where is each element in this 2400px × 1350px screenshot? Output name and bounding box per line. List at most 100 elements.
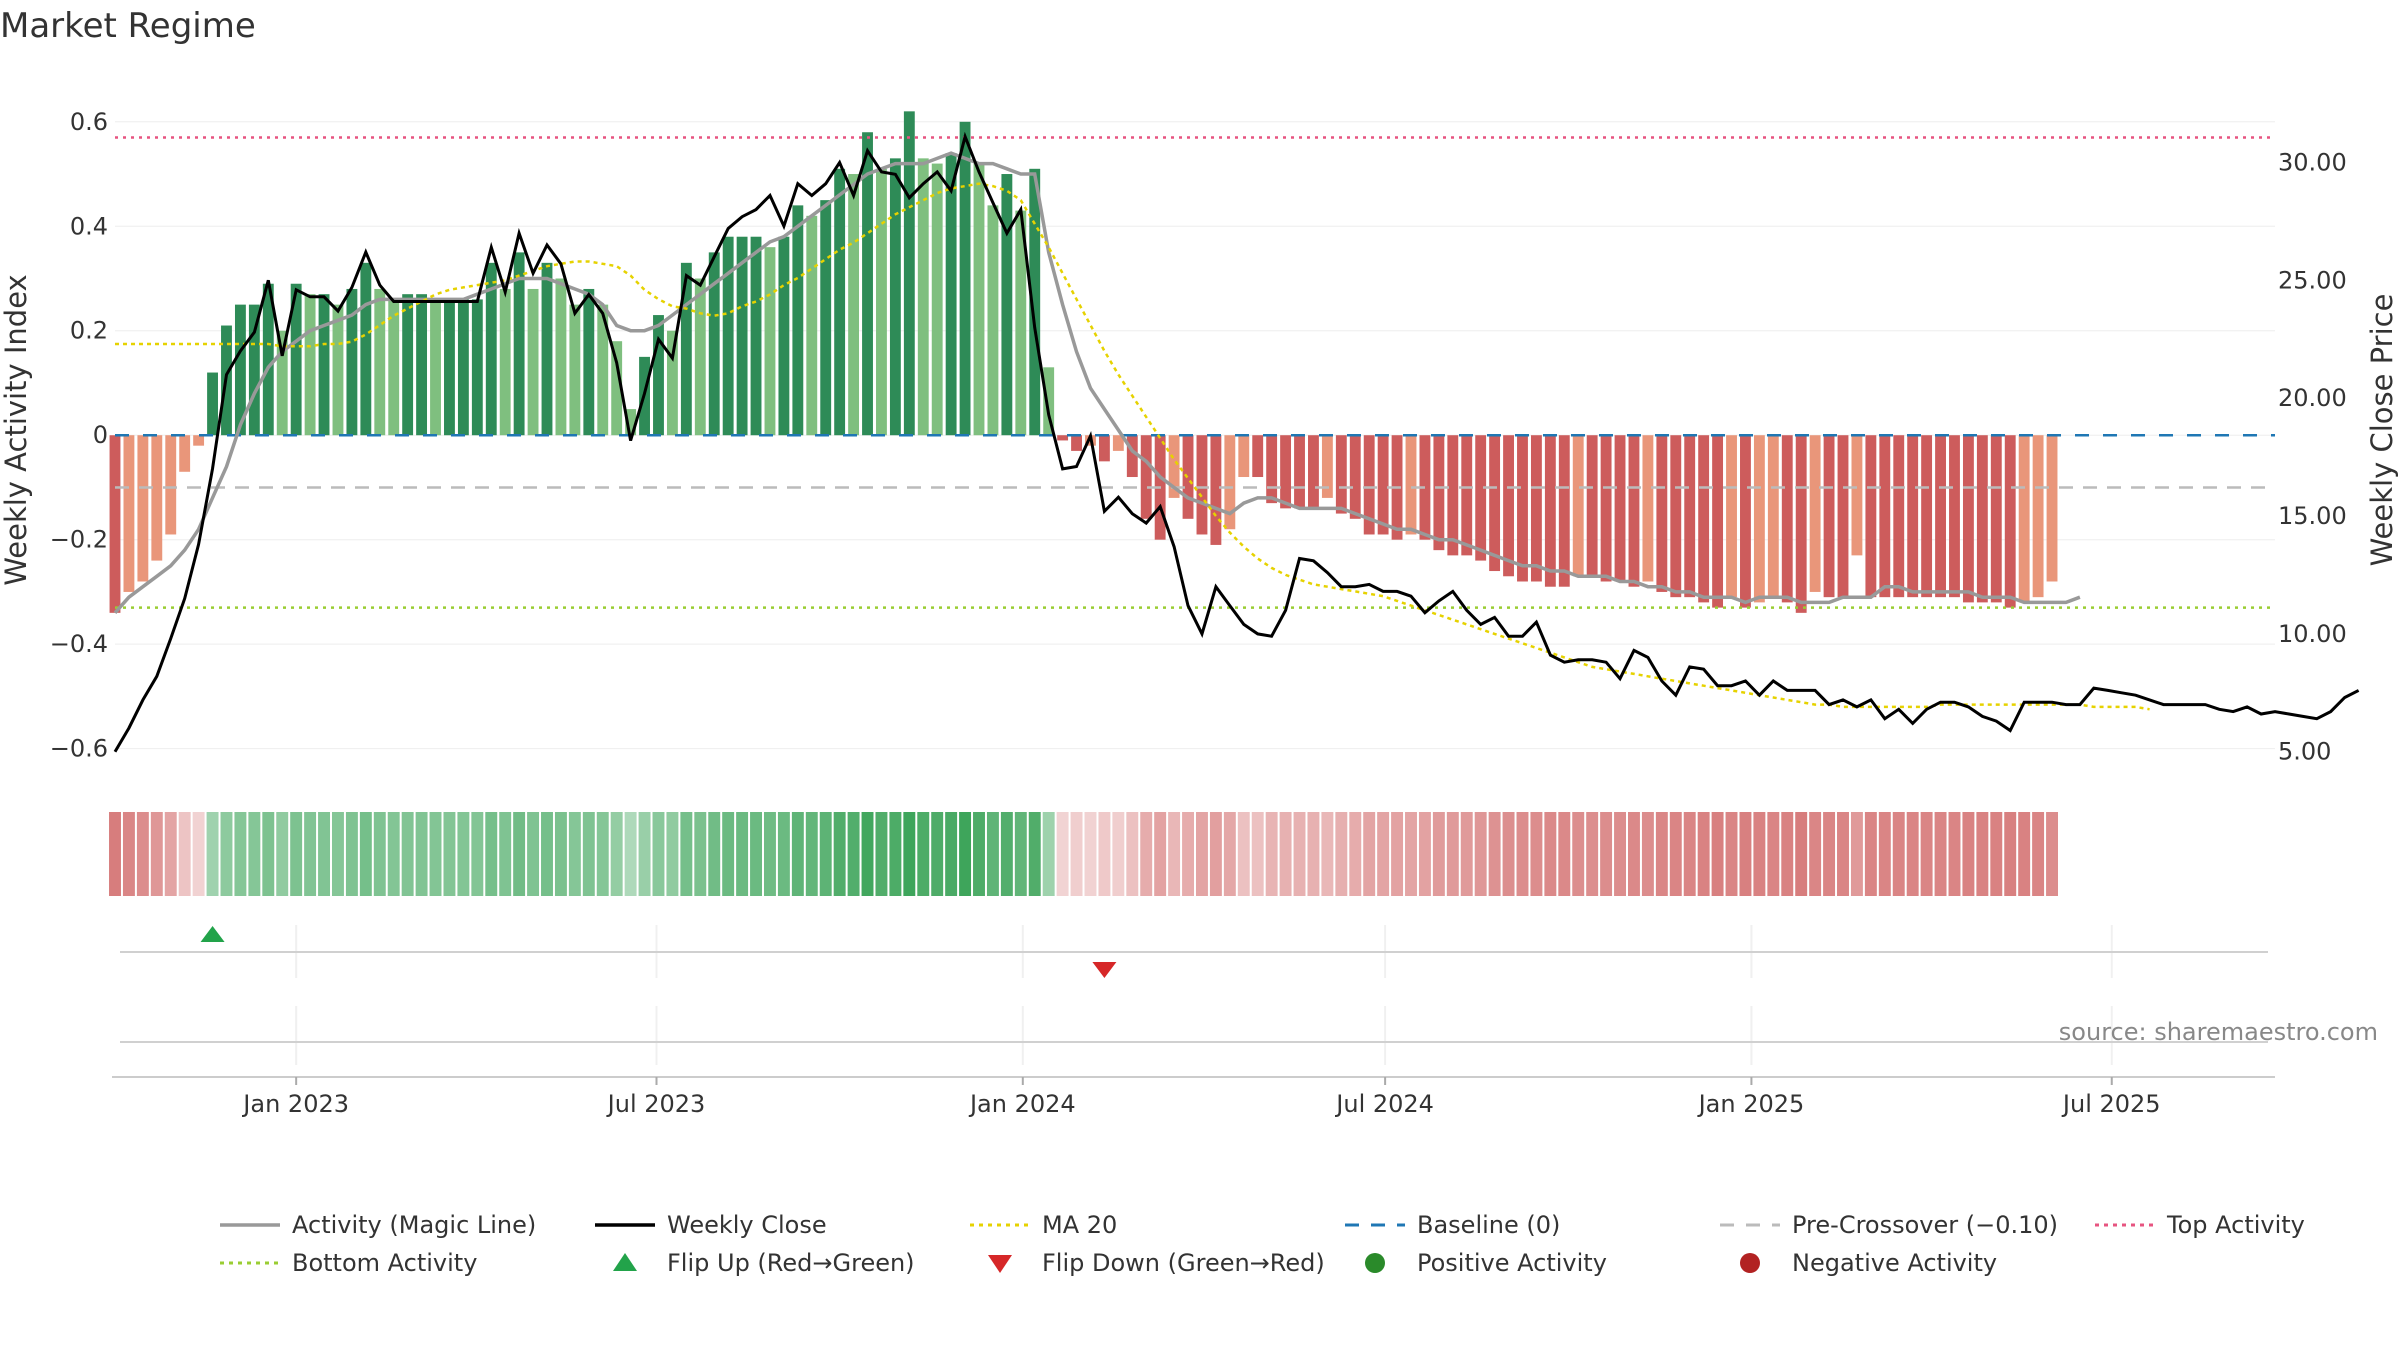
regime-strip-cell: [1488, 812, 1501, 896]
activity-bar: [513, 252, 525, 436]
activity-bar: [555, 278, 567, 436]
activity-bar: [1168, 435, 1180, 498]
activity-bar: [917, 158, 929, 436]
legend-triangle-up-icon: [613, 1253, 637, 1271]
activity-bar: [1433, 435, 1445, 551]
regime-strip-cell: [1446, 812, 1459, 896]
y-tick-label: 0.2: [70, 317, 108, 345]
regime-strip-cell: [359, 812, 372, 896]
activity-bar: [290, 283, 302, 436]
activity-bar: [722, 236, 734, 436]
activity-bar: [583, 288, 595, 436]
regime-strip-cell: [1168, 812, 1181, 896]
legend-label: Negative Activity: [1792, 1249, 1997, 1277]
activity-bar: [1349, 435, 1361, 519]
activity-bar: [1753, 435, 1765, 603]
regime-strip-cell: [1767, 812, 1780, 896]
regime-strip-cell: [1544, 812, 1557, 896]
activity-bar: [820, 200, 832, 436]
activity-bar: [2032, 435, 2044, 598]
activity-bar: [1098, 435, 1110, 462]
x-tick-label: Jan 2023: [241, 1090, 349, 1118]
activity-bar: [1015, 210, 1027, 436]
y-tick-label: 0.4: [70, 212, 108, 240]
activity-bar: [1837, 435, 1849, 598]
regime-strip-cell: [1906, 812, 1919, 896]
activity-bar: [1698, 435, 1710, 603]
activity-bar: [1363, 435, 1375, 535]
legend-label: MA 20: [1042, 1211, 1117, 1239]
activity-bar: [1530, 435, 1542, 582]
activity-bar: [2046, 435, 2058, 582]
y-tick-label: −0.4: [50, 630, 108, 658]
activity-bar: [597, 304, 609, 436]
activity-bar: [862, 132, 873, 436]
activity-bar: [1712, 435, 1724, 608]
regime-strip-cell: [2004, 812, 2017, 896]
activity-bar: [959, 121, 971, 436]
regime-strip-cell: [1363, 812, 1376, 896]
regime-strip-cell: [1223, 812, 1236, 896]
flip-down-marker: [1092, 962, 1117, 978]
regime-strip-cell: [318, 812, 330, 896]
activity-bar: [1210, 435, 1222, 545]
regime-strip-cell: [1098, 812, 1111, 896]
regime-strip-cell: [596, 812, 609, 896]
regime-strip-cell: [1014, 812, 1027, 896]
activity-bar: [1126, 435, 1138, 478]
regime-strip-cell: [499, 812, 512, 896]
legend-item: Flip Down (Green→Red): [988, 1249, 1325, 1277]
activity-bar: [179, 435, 191, 472]
legend-item: MA 20: [970, 1211, 1117, 1239]
regime-strip-cell: [192, 812, 205, 896]
regime-strip-cell: [109, 812, 121, 896]
activity-bar: [1879, 435, 1891, 598]
activity-bar: [889, 158, 901, 436]
activity-bar: [193, 435, 205, 446]
regime-strip-cell: [1307, 812, 1320, 896]
legend-item: Activity (Magic Line): [220, 1211, 536, 1239]
regime-strip-cell: [638, 812, 651, 896]
legend-triangle-down-icon: [988, 1255, 1012, 1273]
activity-bar: [1280, 435, 1292, 509]
activity-bar: [471, 299, 483, 436]
regime-strip-cell: [206, 812, 219, 896]
regime-strip-cell: [1251, 812, 1264, 896]
regime-strip-cell: [1335, 812, 1348, 896]
regime-strip-cell: [1697, 812, 1710, 896]
regime-strip-cell: [568, 812, 581, 896]
activity-bar: [304, 294, 316, 436]
activity-bar: [276, 330, 288, 436]
legend-label: Bottom Activity: [292, 1249, 477, 1277]
regime-strip-cell: [332, 812, 344, 896]
regime-strip-cell: [1056, 812, 1069, 896]
regime-strip-cell: [1000, 812, 1013, 896]
activity-bar: [1600, 435, 1612, 582]
activity-bar: [1517, 435, 1528, 582]
activity-bar: [1726, 435, 1737, 598]
regime-strip-cell: [680, 812, 693, 896]
regime-strip-cell: [1126, 812, 1139, 896]
regime-strip-cell: [1182, 812, 1194, 896]
regime-strip-cell: [722, 812, 735, 896]
activity-bar: [485, 262, 497, 436]
activity-bar: [806, 215, 818, 436]
regime-strip-cell: [415, 812, 428, 896]
activity-bar: [1990, 435, 2002, 603]
activity-bar: [346, 288, 358, 436]
legend-label: Pre-Crossover (−0.10): [1792, 1211, 2058, 1239]
regime-strip-cell: [1405, 812, 1417, 896]
regime-strip-cell: [1850, 812, 1863, 896]
activity-bar: [1767, 435, 1779, 598]
y-tick-label: 0.6: [70, 108, 108, 136]
regime-strip-cell: [973, 812, 985, 896]
y-axis-left: −0.6 −0.4 −0.2 0 0.2 0.4 0.6: [50, 108, 108, 763]
regime-strip-cell: [1154, 812, 1167, 896]
activity-bar: [1614, 435, 1626, 582]
activity-bar: [666, 330, 678, 436]
activity-bar: [680, 262, 692, 436]
regime-strip-cell: [805, 812, 818, 896]
activity-bars: [109, 111, 2058, 613]
y-axis-right: 5.00 10.00 15.00 20.00 25.00 30.00: [2278, 148, 2347, 765]
y-axis-left-title: Weekly Activity Index: [0, 274, 33, 585]
